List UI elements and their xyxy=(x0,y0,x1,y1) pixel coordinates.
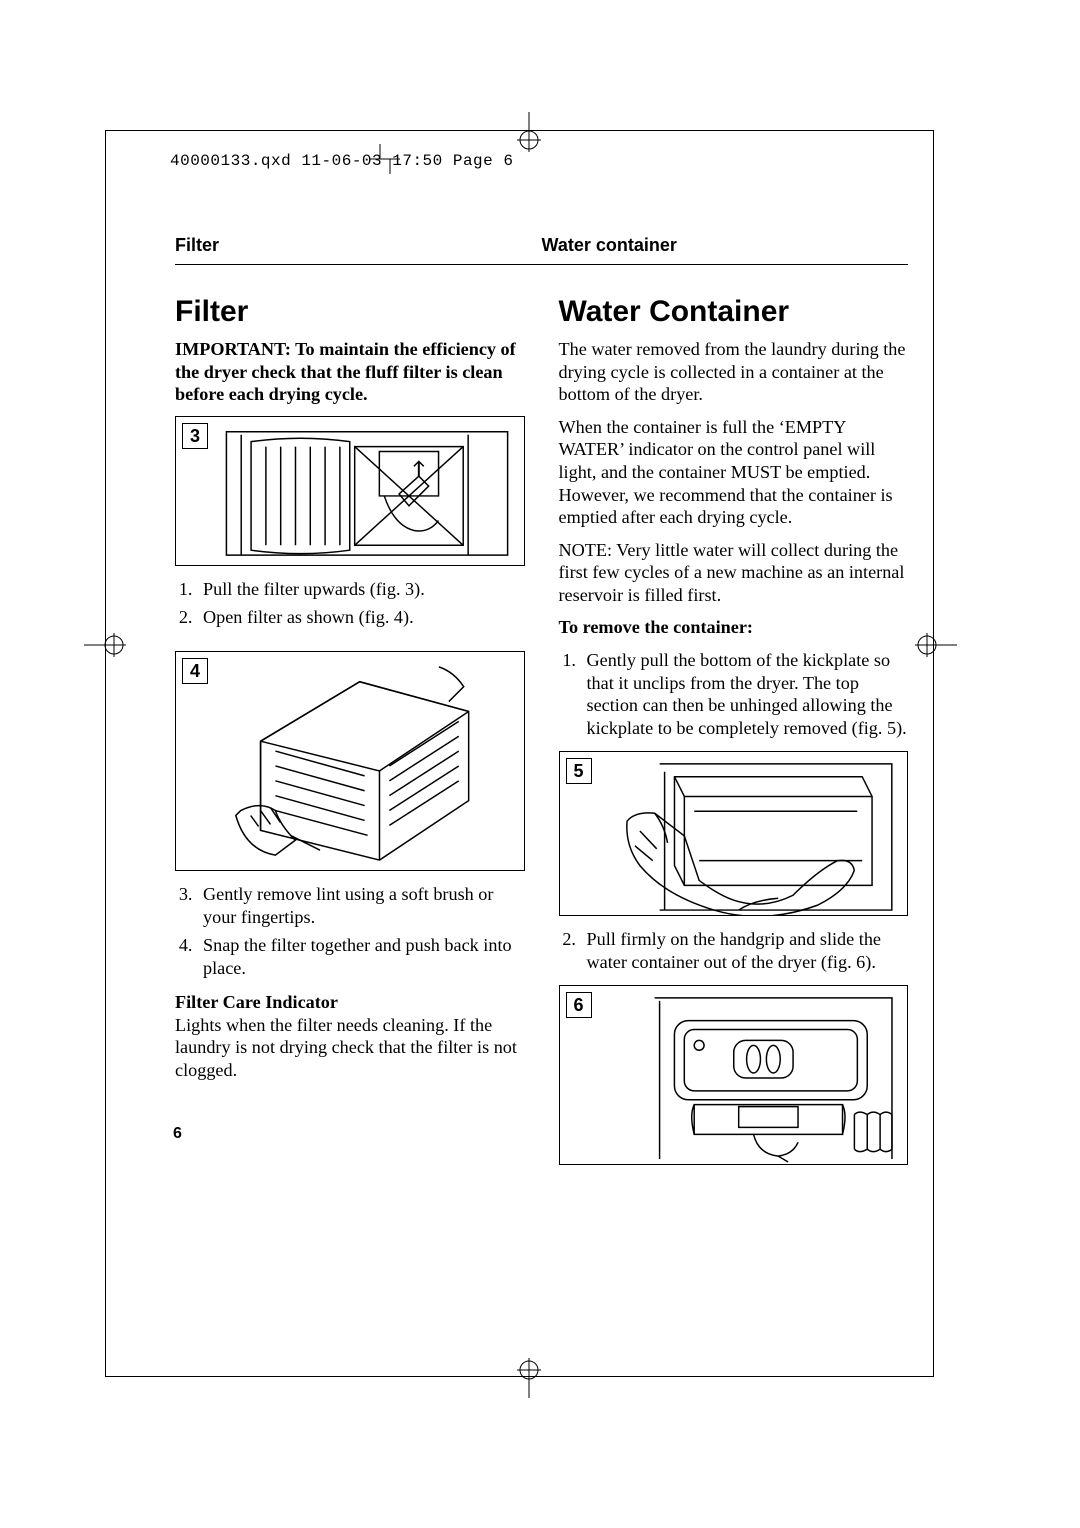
filter-care-block: Filter Care Indicator Lights when the fi… xyxy=(175,991,525,1081)
water-step-1-list: Gently pull the bottom of the kickplate … xyxy=(559,649,909,739)
figure-4: 4 xyxy=(175,651,525,871)
figure-3: 3 xyxy=(175,416,525,566)
filter-step-2: Open filter as shown (fig. 4). xyxy=(197,606,525,629)
crop-mark-left xyxy=(84,630,126,660)
filter-important: IMPORTANT: To maintain the efficiency of… xyxy=(175,338,525,406)
figure-5: 5 xyxy=(559,751,909,916)
filter-steps-1-2: Pull the filter upwards (fig. 3). Open f… xyxy=(175,578,525,629)
header-crop-mark xyxy=(370,144,410,179)
figure-5-illustration xyxy=(560,752,908,915)
water-p2: When the container is full the ‘EMPTY WA… xyxy=(559,416,909,529)
water-step-2-list: Pull firmly on the handgrip and slide th… xyxy=(559,928,909,973)
crop-mark-right xyxy=(915,630,957,660)
figure-6-illustration xyxy=(560,986,908,1164)
filter-care-body: Lights when the filter needs cleaning. I… xyxy=(175,1015,517,1080)
crop-mark-bottom xyxy=(514,1358,544,1398)
figure-3-illustration xyxy=(176,417,524,565)
figure-6-number: 6 xyxy=(566,992,592,1018)
content-area: Filter Water container Filter IMPORTANT:… xyxy=(175,235,908,1177)
water-title: Water Container xyxy=(559,293,909,330)
page: 40000133.qxd 11-06-03 17:50 Page 6 Filte… xyxy=(0,0,1080,1528)
filter-care-title: Filter Care Indicator xyxy=(175,992,338,1012)
figure-6: 6 xyxy=(559,985,909,1165)
filter-step-3: Gently remove lint using a soft brush or… xyxy=(197,883,525,928)
left-column: Filter IMPORTANT: To maintain the effici… xyxy=(175,293,525,1177)
crop-mark-top xyxy=(514,112,544,152)
running-heads: Filter Water container xyxy=(175,235,908,265)
filter-step-4: Snap the filter together and push back i… xyxy=(197,934,525,979)
running-head-right: Water container xyxy=(542,235,909,256)
water-step-2: Pull firmly on the handgrip and slide th… xyxy=(581,928,909,973)
figure-3-number: 3 xyxy=(182,423,208,449)
filter-steps-3-4: Gently remove lint using a soft brush or… xyxy=(175,883,525,979)
right-column: Water Container The water removed from t… xyxy=(559,293,909,1177)
water-p3: NOTE: Very little water will collect dur… xyxy=(559,539,909,607)
water-step-1: Gently pull the bottom of the kickplate … xyxy=(581,649,909,739)
prepress-header: 40000133.qxd 11-06-03 17:50 Page 6 xyxy=(170,152,513,170)
filter-step-1: Pull the filter upwards (fig. 3). xyxy=(197,578,525,601)
page-number: 6 xyxy=(173,1125,182,1143)
figure-4-number: 4 xyxy=(182,658,208,684)
water-p1: The water removed from the laundry durin… xyxy=(559,338,909,406)
filter-title: Filter xyxy=(175,293,525,330)
water-remove-title: To remove the container: xyxy=(559,616,909,639)
running-head-left: Filter xyxy=(175,235,542,256)
columns: Filter IMPORTANT: To maintain the effici… xyxy=(175,293,908,1177)
figure-5-number: 5 xyxy=(566,758,592,784)
figure-4-illustration xyxy=(176,652,524,870)
